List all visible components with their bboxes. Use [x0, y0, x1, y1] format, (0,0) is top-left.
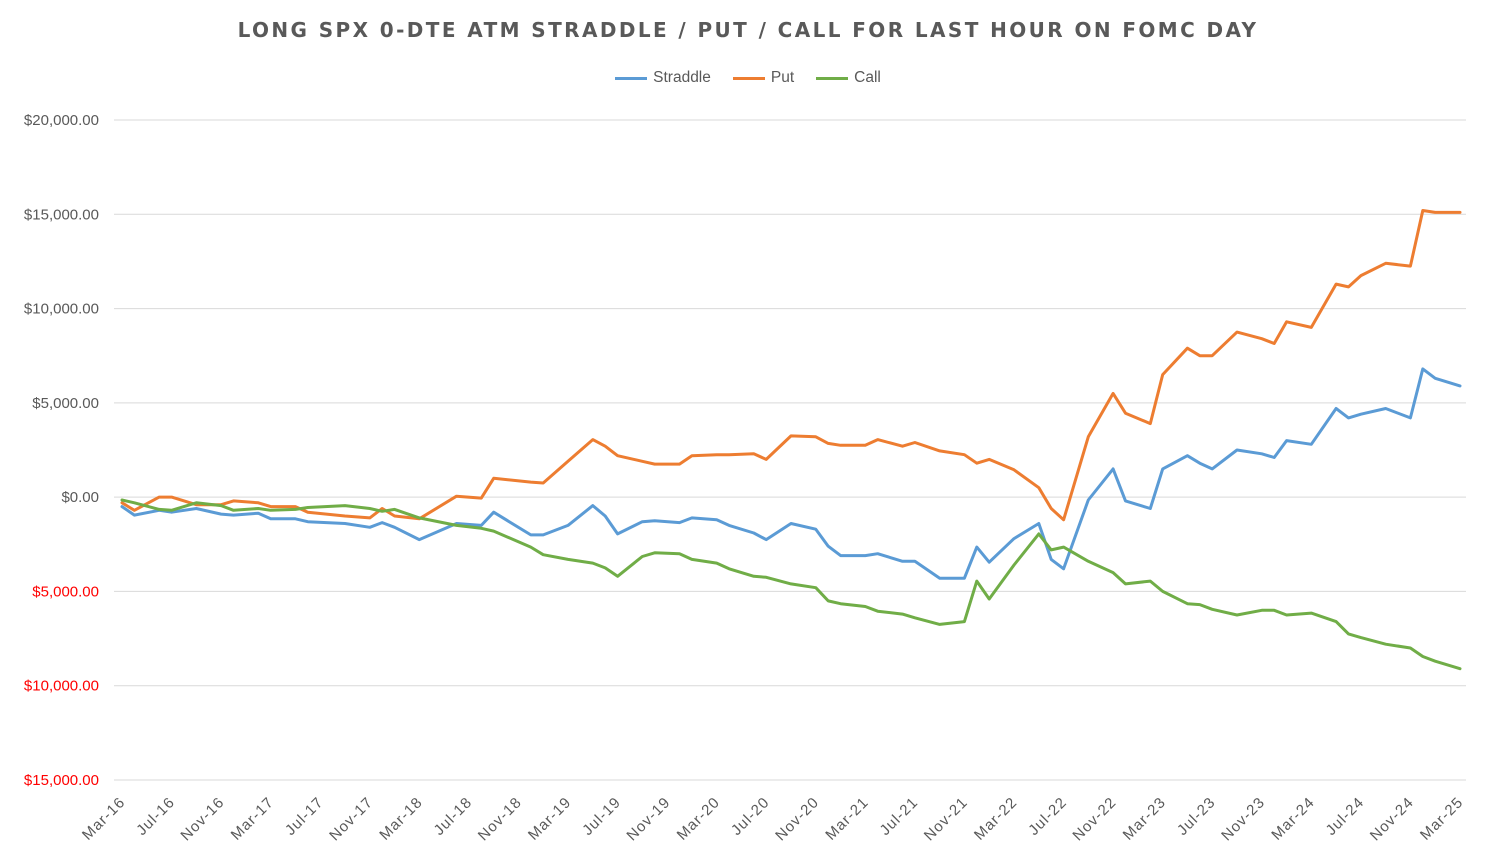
- x-tick-label: Mar-20: [674, 794, 724, 844]
- x-tick-label: Mar-25: [1417, 794, 1467, 844]
- x-tick-label: Jul-19: [579, 794, 624, 839]
- x-tick-label: Nov-16: [177, 794, 227, 844]
- legend-item-call: Call: [816, 69, 881, 87]
- y-tick-label: $20,000.00: [24, 112, 99, 129]
- y-axis: $20,000.00 $15,000.00 $10,000.00 $5,000.00 $…: [24, 112, 99, 789]
- legend: Straddle Put Call: [0, 69, 1496, 87]
- legend-swatch-straddle: [615, 76, 648, 80]
- legend-label-straddle: Straddle: [653, 69, 711, 86]
- x-tick-label: Nov-19: [623, 794, 673, 844]
- series-line-put: [120, 209, 1462, 522]
- x-tick-label: Mar-18: [376, 794, 426, 844]
- x-tick-label: Mar-22: [971, 794, 1021, 844]
- x-tick-label: Jul-23: [1174, 794, 1219, 839]
- y-tick-label: $5,000.00: [32, 583, 99, 600]
- x-tick-label: Mar-21: [822, 794, 872, 844]
- x-tick-label: Jul-22: [1025, 794, 1070, 839]
- y-tick-label: $0.00: [61, 489, 99, 506]
- series-lines: [120, 209, 1462, 671]
- y-tick-label: $15,000.00: [24, 772, 99, 789]
- chart-title: LONG SPX 0-DTE ATM STRADDLE / PUT / CALL…: [237, 18, 1259, 42]
- legend-swatch-call: [816, 76, 849, 80]
- legend-item-put: Put: [732, 69, 795, 87]
- x-tick-label: Nov-24: [1367, 794, 1417, 844]
- legend-swatch-put: [732, 76, 765, 80]
- gridlines: [114, 119, 1466, 781]
- series-line-straddle: [120, 367, 1462, 580]
- y-tick-label: $10,000.00: [24, 678, 99, 695]
- x-tick-label: Jul-20: [728, 794, 773, 839]
- x-axis: Mar-16 Jul-16 Nov-16 Mar-17 Jul-17 Nov-17 Mar-…: [79, 794, 1467, 844]
- legend-label-put: Put: [770, 69, 795, 86]
- x-tick-label: Mar-19: [525, 794, 575, 844]
- legend-label-call: Call: [854, 69, 881, 86]
- x-tick-label: Nov-17: [326, 794, 376, 844]
- x-tick-label: Mar-24: [1268, 794, 1318, 844]
- y-tick-label: $10,000.00: [24, 301, 99, 318]
- y-tick-label: $5,000.00: [32, 395, 99, 412]
- legend-item-straddle: Straddle: [615, 69, 711, 87]
- x-tick-label: Jul-21: [877, 794, 922, 839]
- x-tick-label: Jul-16: [133, 794, 178, 839]
- series-line-call: [120, 498, 1462, 671]
- x-tick-label: Nov-22: [1069, 794, 1119, 844]
- x-tick-label: Mar-23: [1120, 794, 1170, 844]
- y-tick-label: $15,000.00: [24, 206, 99, 223]
- x-tick-label: Jul-18: [431, 794, 476, 839]
- x-tick-label: Nov-18: [475, 794, 525, 844]
- x-tick-label: Mar-16: [79, 794, 129, 844]
- x-tick-label: Nov-20: [772, 794, 822, 844]
- x-tick-label: Jul-17: [282, 794, 327, 839]
- x-tick-label: Nov-21: [921, 794, 971, 844]
- x-tick-label: Mar-17: [228, 794, 278, 844]
- x-tick-label: Jul-24: [1323, 794, 1368, 839]
- x-tick-label: Nov-23: [1218, 794, 1268, 844]
